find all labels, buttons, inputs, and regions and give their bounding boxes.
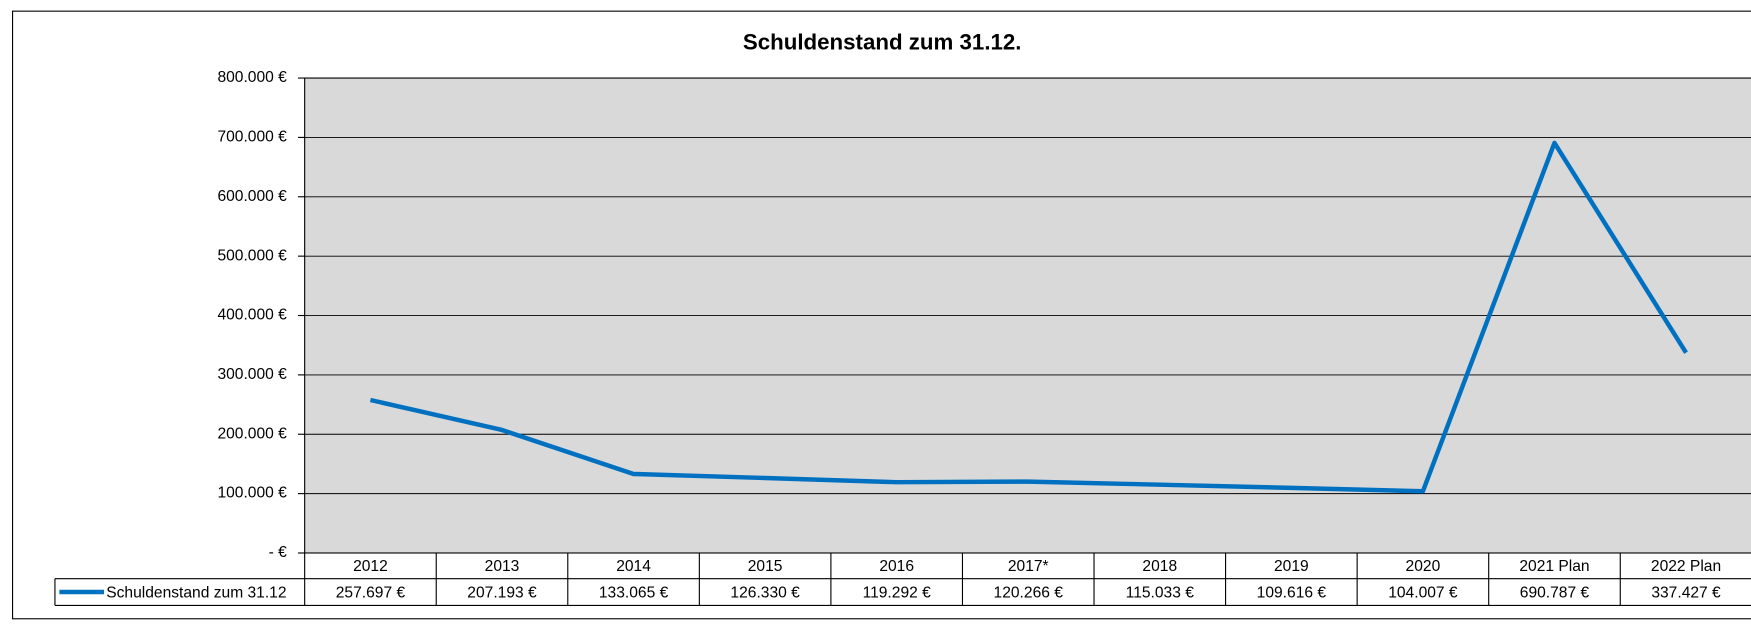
table-value: 207.193 € [467,584,537,601]
x-tick-label: 2018 [1142,558,1177,575]
table-value: 120.266 € [994,584,1064,601]
x-tick-label: 2014 [616,558,651,575]
x-tick-label: 2019 [1274,558,1309,575]
legend-label: Schuldenstand zum 31.12 [106,584,286,601]
x-tick-label: 2016 [879,558,914,575]
x-tick-label: 2022 Plan [1651,558,1721,575]
y-tick-label: 100.000 € [217,485,287,502]
table-value: 337.427 € [1651,584,1721,601]
x-tick-label: 2020 [1406,558,1441,575]
table-value: 126.330 € [730,584,800,601]
y-tick-label: 500.000 € [217,247,287,264]
y-tick-label: 400.000 € [217,307,287,324]
x-tick-label: 2015 [748,558,783,575]
x-tick-label: 2017* [1008,558,1049,575]
table-value: 109.616 € [1257,584,1327,601]
y-tick-label: - € [269,544,288,561]
chart-title: Schuldenstand zum 31.12. [743,29,1022,54]
table-value: 133.065 € [599,584,669,601]
y-tick-label: 700.000 € [217,129,287,146]
table-value: 690.787 € [1520,584,1590,601]
x-tick-label: 2012 [353,558,388,575]
x-tick-label: 2021 Plan [1519,558,1589,575]
y-tick-label: 300.000 € [217,366,287,383]
table-value: 104.007 € [1388,584,1458,601]
table-value: 115.033 € [1126,584,1195,601]
x-tick-label: 2013 [485,558,520,575]
y-tick-label: 600.000 € [217,188,287,205]
y-tick-label: 800.000 € [217,69,287,86]
y-tick-label: 200.000 € [217,425,287,442]
table-value: 119.292 € [863,584,932,601]
table-value: 257.697 € [336,584,406,601]
data-line [369,140,1688,494]
